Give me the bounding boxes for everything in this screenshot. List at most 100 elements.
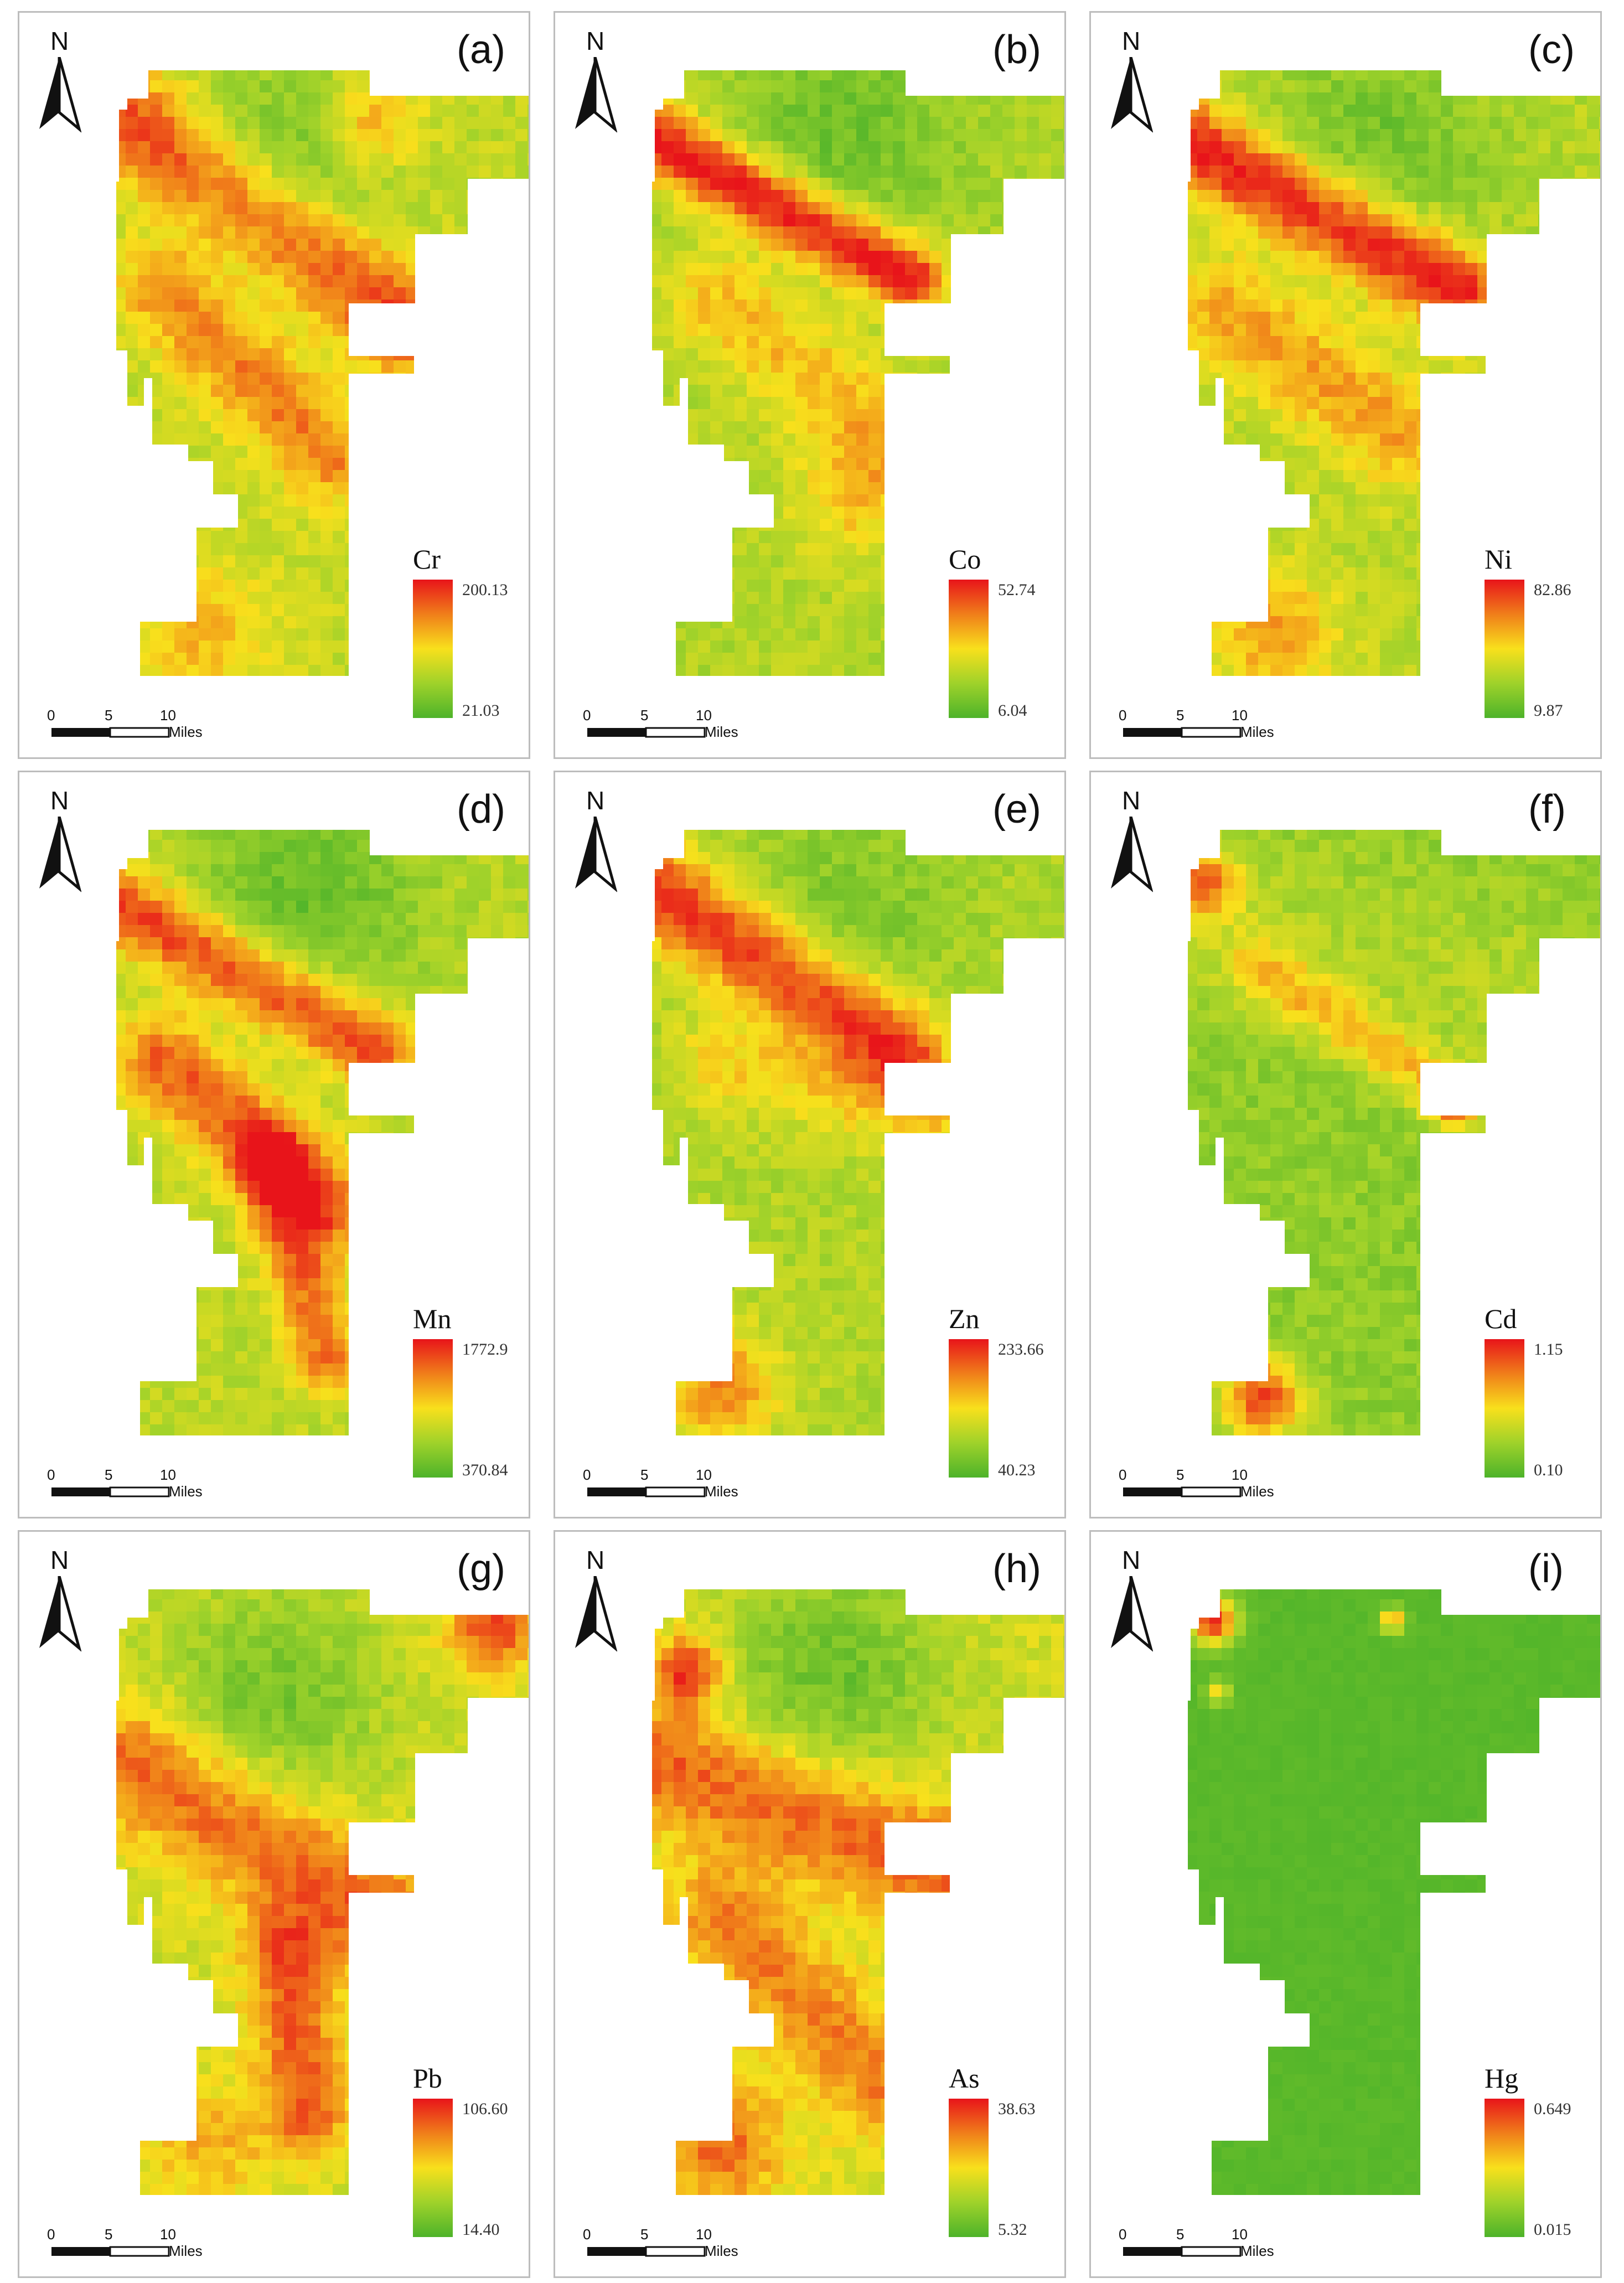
scale-unit: Miles [705,2243,738,2259]
concentration-map [116,1589,529,2195]
north-label: N [586,27,605,55]
panel-label: (d) [457,787,505,831]
scale-tick-0: 0 [583,707,591,724]
north-arrow-icon [575,817,617,892]
legend-min: 0.015 [1534,2220,1571,2239]
north-label: N [586,786,605,815]
scale-tick-0: 0 [1119,1466,1127,1483]
concentration-map [1188,830,1600,1435]
scale-tick-10: 10 [1232,1466,1248,1483]
scale-tick-5: 5 [105,1466,113,1483]
legend-min: 0.10 [1534,1461,1563,1479]
scale-tick-5: 5 [1176,1466,1185,1483]
north-label: N [1122,1546,1141,1574]
scale-tick-5: 5 [105,2226,113,2243]
map-panel-ni: (c) N Ni 82.86 9.87 0 5 10 Miles [1089,11,1602,759]
north-arrow-icon [39,817,81,892]
scale-tick-0: 0 [1119,2226,1127,2243]
north-arrow-icon [575,1576,617,1652]
legend-title: Zn [949,1303,980,1334]
scale-bar [587,1486,706,1497]
legend-colorbar [949,580,989,718]
scale-unit: Miles [705,1483,738,1500]
north-label: N [50,1546,69,1574]
scale-bar [587,2246,706,2257]
north-arrow-icon [1111,817,1153,892]
panel-label: (e) [992,787,1041,831]
legend-max: 233.66 [998,1340,1044,1359]
north-arrow-icon [39,57,81,133]
legend-min: 21.03 [462,701,500,720]
legend-colorbar [413,580,453,718]
legend-title: Hg [1485,2063,1519,2094]
scale-tick-10: 10 [160,1466,176,1483]
scale-tick-0: 0 [1119,707,1127,724]
legend-max: 1.15 [1534,1340,1563,1359]
scale-unit: Miles [1240,2243,1274,2259]
map-panel-zn: (e) N Zn 233.66 40.23 0 5 10 Miles [554,771,1066,1518]
north-arrow-icon [39,1576,81,1652]
north-label: N [1122,786,1141,815]
panel-label: (a) [457,28,505,72]
legend-title: Mn [413,1303,452,1334]
legend-min: 6.04 [998,701,1027,720]
panel-label: (g) [457,1547,505,1591]
scale-tick-5: 5 [1176,2226,1185,2243]
scale-tick-10: 10 [160,2226,176,2243]
legend-colorbar [1485,1339,1524,1478]
north-label: N [50,786,69,815]
scale-bar [1123,2246,1242,2257]
scale-tick-0: 0 [47,1466,55,1483]
north-label: N [586,1546,605,1574]
legend-min: 5.32 [998,2220,1027,2239]
scale-bar [51,727,170,738]
legend-title: Co [949,544,981,575]
scale-unit: Miles [169,724,203,740]
concentration-map [116,830,529,1435]
map-panel-mn: (d) N Mn 1772.9 370.84 0 5 10 Miles [18,771,530,1518]
concentration-map [652,1589,1064,2195]
scale-bar [1123,727,1242,738]
legend-max: 82.86 [1534,581,1571,599]
scale-bar [51,1486,170,1497]
legend-title: As [949,2063,980,2094]
legend-title: Pb [413,2063,442,2094]
legend-min: 370.84 [462,1461,508,1479]
panel-label: (h) [992,1547,1041,1591]
scale-bar [51,2246,170,2257]
scale-unit: Miles [169,2243,203,2259]
legend-title: Ni [1485,544,1512,575]
map-panel-hg: (i) N Hg 0.649 0.015 0 5 10 Miles [1089,1530,1602,2278]
panel-label: (c) [1528,28,1575,72]
north-label: N [50,27,69,55]
scale-tick-5: 5 [640,1466,649,1483]
map-panel-pb: (g) N Pb 106.60 14.40 0 5 10 Miles [18,1530,530,2278]
legend-title: Cd [1485,1303,1517,1334]
legend-max: 0.649 [1534,2100,1571,2118]
panel-label: (f) [1528,787,1566,831]
legend-min: 40.23 [998,1461,1036,1479]
north-arrow-icon [575,57,617,133]
scale-unit: Miles [1240,724,1274,740]
scale-tick-10: 10 [1232,2226,1248,2243]
legend-max: 106.60 [462,2100,508,2118]
legend-colorbar [1485,580,1524,718]
scale-tick-0: 0 [47,707,55,724]
concentration-map [652,830,1064,1435]
scale-tick-10: 10 [696,1466,712,1483]
legend-colorbar [1485,2099,1524,2237]
map-panel-as: (h) N As 38.63 5.32 0 5 10 Miles [554,1530,1066,2278]
scale-bar [587,727,706,738]
concentration-map [1188,1589,1600,2195]
legend-max: 52.74 [998,581,1036,599]
scale-unit: Miles [1240,1483,1274,1500]
legend-colorbar [949,1339,989,1478]
legend-colorbar [413,2099,453,2237]
scale-tick-5: 5 [640,707,649,724]
scale-tick-5: 5 [1176,707,1185,724]
map-panel-cd: (f) N Cd 1.15 0.10 0 5 10 Miles [1089,771,1602,1518]
north-arrow-icon [1111,57,1153,133]
legend-colorbar [949,2099,989,2237]
legend-min: 14.40 [462,2220,500,2239]
legend-max: 1772.9 [462,1340,508,1359]
